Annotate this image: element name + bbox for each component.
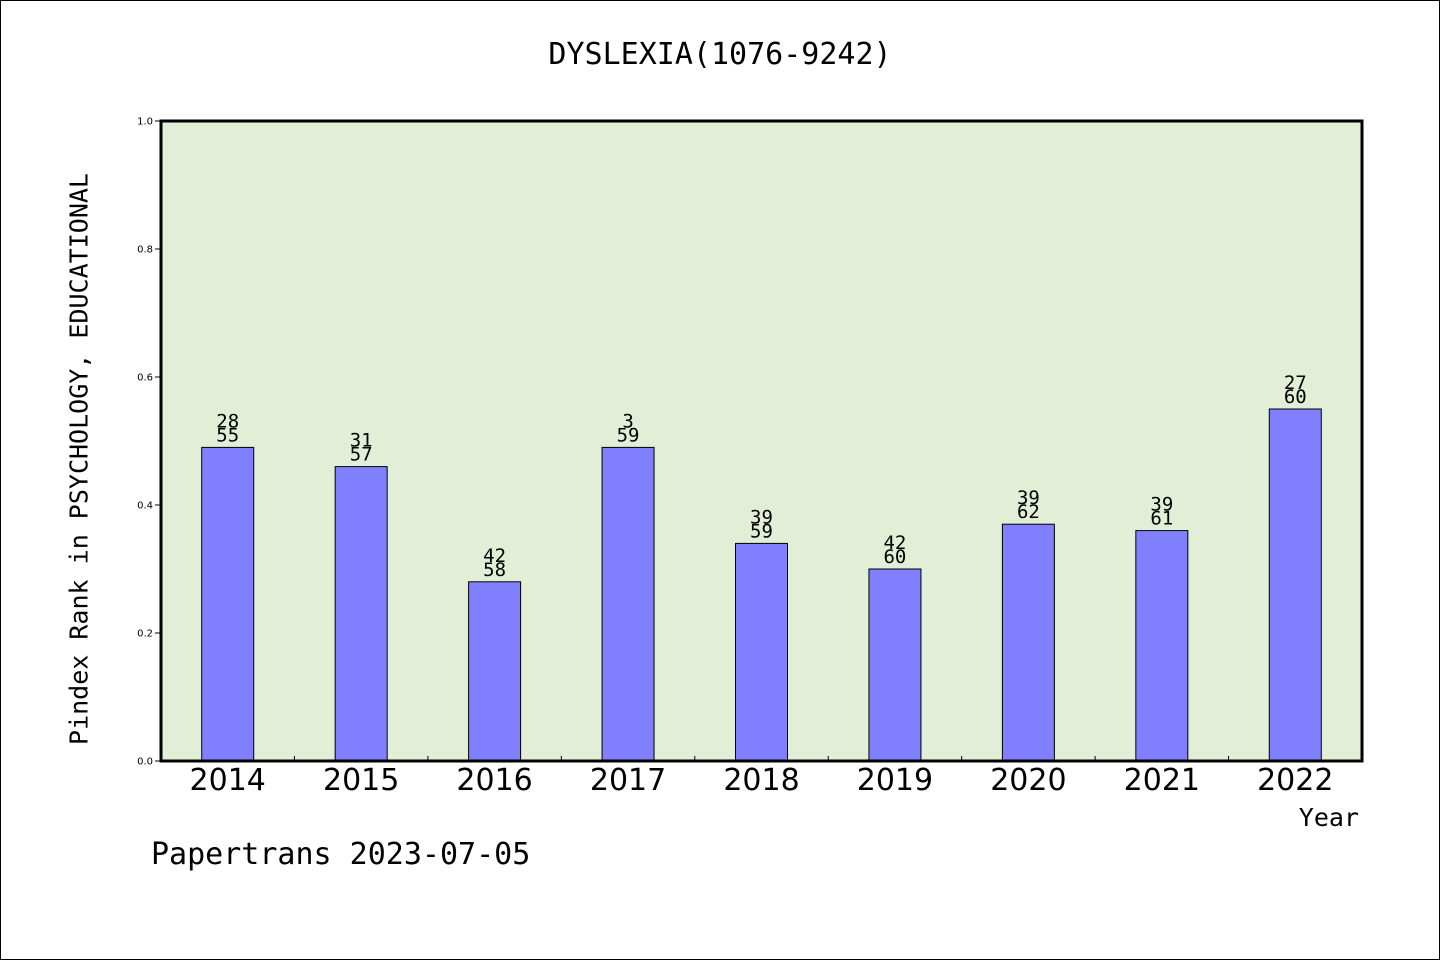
- bar-label-bottom: 61: [1150, 508, 1173, 530]
- bar-label-bottom: 58: [483, 559, 506, 581]
- bar-label-top: 31: [350, 430, 373, 452]
- bar-label-top: 39: [750, 506, 773, 528]
- footer-credit: Papertrans 2023-07-05: [151, 837, 531, 872]
- bar-2018: [735, 542, 788, 762]
- x-tick-label: 2016: [456, 763, 532, 798]
- bar-2019: [868, 568, 922, 762]
- bar-label-bottom: 62: [1017, 501, 1040, 523]
- bar-label-bottom: 55: [216, 424, 239, 446]
- y-tick-label: 0.6: [137, 373, 153, 384]
- y-tick-label: 0.4: [137, 501, 153, 512]
- y-tick-label: 0.8: [137, 245, 153, 256]
- bar-label-bottom: 59: [750, 520, 773, 542]
- bar-label-bottom: 59: [617, 424, 640, 446]
- bar-label-top: 27: [1284, 372, 1307, 394]
- x-tick-label: 2022: [1257, 763, 1333, 798]
- chart-title: DYSLEXIA(1076-9242): [548, 37, 892, 72]
- y-tick-label: 0.2: [137, 629, 153, 640]
- x-axis-label: Year: [1298, 803, 1359, 832]
- plot-border: [159, 119, 1364, 763]
- bar-2015: [334, 466, 388, 762]
- x-tick-label: 2019: [857, 763, 933, 798]
- bar-label-bottom: 57: [350, 444, 373, 466]
- bar-label-top: 42: [883, 532, 906, 554]
- bar-label-bottom: 60: [1284, 386, 1307, 408]
- x-tick-label: 2014: [190, 763, 266, 798]
- x-tick-label: 2015: [323, 763, 399, 798]
- bar-label-bottom: 60: [883, 546, 906, 568]
- x-tick-label: 2017: [590, 763, 666, 798]
- bar-label-top: 42: [483, 545, 506, 567]
- bar-2017: [601, 446, 655, 762]
- bar-2022: [1268, 408, 1322, 762]
- bar-label-top: 39: [1017, 487, 1040, 509]
- y-tick-label: 1.0: [137, 117, 153, 128]
- bar-label-top: 39: [1150, 494, 1173, 516]
- bar-2021: [1135, 530, 1189, 762]
- bar-label-top: 28: [216, 410, 239, 432]
- y-tick-label: 0.0: [137, 757, 153, 768]
- bar-2020: [1001, 523, 1055, 762]
- x-tick-label: 2021: [1124, 763, 1200, 798]
- bar-label-top: 3: [622, 410, 633, 432]
- x-tick-label: 2020: [990, 763, 1066, 798]
- bar-2014: [201, 446, 255, 762]
- bar-2016: [468, 581, 522, 762]
- x-tick-label: 2018: [723, 763, 799, 798]
